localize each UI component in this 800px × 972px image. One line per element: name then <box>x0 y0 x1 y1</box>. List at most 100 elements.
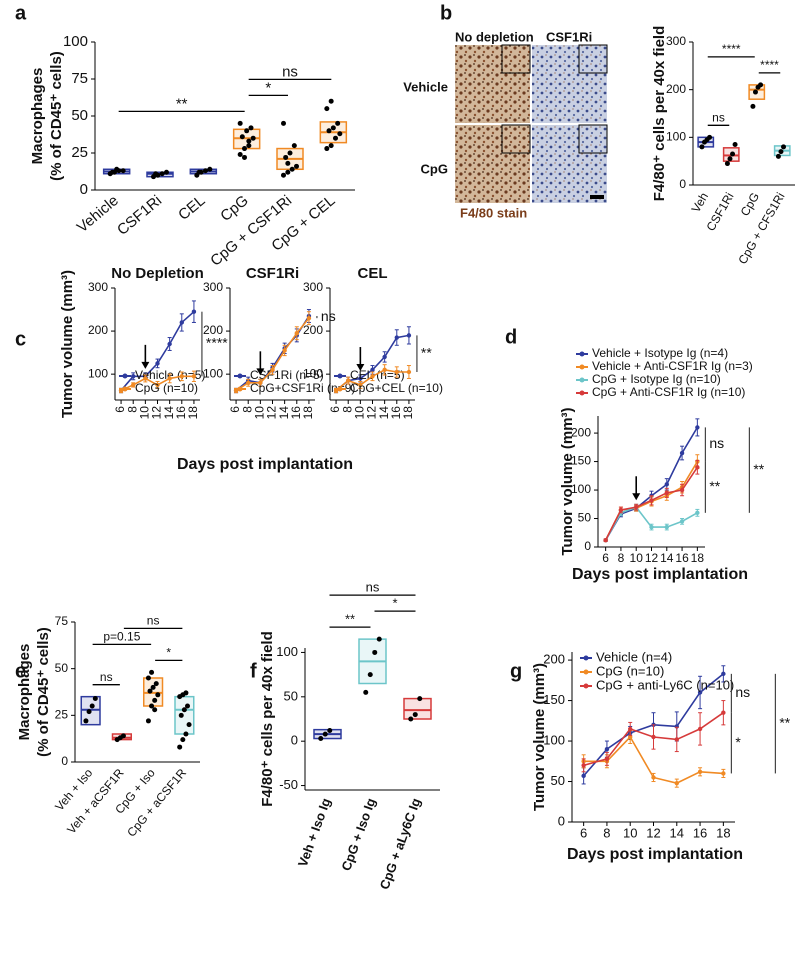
x-tick-label: 10 <box>623 825 637 840</box>
x-tick-label: 8 <box>240 406 254 413</box>
x-tick-label: 8 <box>618 551 625 565</box>
data-point <box>382 367 387 373</box>
data-point <box>649 524 654 530</box>
data-point <box>697 690 703 695</box>
micrograph: No depletion CSF1Ri Vehicle CpG F4/80 st… <box>403 2 608 220</box>
y-tick-label: 200 <box>303 323 323 337</box>
y-tick-label: 100 <box>63 33 88 50</box>
data-point <box>727 156 733 162</box>
data-point <box>92 696 98 702</box>
significance-label: ns <box>709 435 724 451</box>
data-point <box>179 374 184 379</box>
data-point <box>758 82 764 88</box>
significance-label: * <box>265 79 271 96</box>
chart-title: CSF1Ri <box>246 265 299 282</box>
y-tick-label: 100 <box>571 482 591 496</box>
data-point <box>281 120 286 126</box>
data-point <box>628 734 633 740</box>
data-point <box>724 161 730 167</box>
data-point <box>270 367 275 373</box>
data-point <box>285 169 291 175</box>
data-point <box>674 737 679 742</box>
legend-swatch <box>579 377 585 383</box>
x-tick-label: 18 <box>716 825 730 840</box>
x-tick-label: 14 <box>670 825 684 840</box>
data-point <box>114 166 120 172</box>
y-tick-label: 100 <box>303 366 323 380</box>
scale-bar <box>590 195 604 199</box>
y-tick-label: 150 <box>571 454 591 468</box>
inset <box>578 124 608 154</box>
data-point <box>327 728 333 734</box>
x-tick-label: Veh + Iso Ig <box>295 796 334 869</box>
data-point <box>679 487 685 493</box>
y-tick-label: 100 <box>543 732 565 747</box>
y-axis-label: (% of CD45⁺ cells) <box>35 627 52 757</box>
column-label: No depletion <box>455 29 534 44</box>
y-tick-label: -50 <box>279 777 298 792</box>
panel-letter: b <box>440 2 452 24</box>
data-point <box>394 369 399 375</box>
data-point <box>634 504 639 510</box>
data-point <box>326 128 332 134</box>
data-point <box>679 450 685 456</box>
legend-label: Vehicle + Isotype Ig (n=4) <box>592 346 728 360</box>
y-tick-label: 50 <box>284 688 298 703</box>
data-point <box>291 143 297 149</box>
data-point <box>183 731 189 737</box>
data-point <box>155 361 160 366</box>
significance-label: ** <box>779 714 790 730</box>
panel-letter: g <box>510 660 522 682</box>
y-tick-label: 75 <box>55 614 69 628</box>
significance-label: * <box>735 734 741 750</box>
y-tick-label: 100 <box>666 130 686 144</box>
x-tick-label: Veh <box>689 190 711 215</box>
y-tick-label: 100 <box>203 366 223 380</box>
data-point <box>155 692 161 698</box>
micrograph-tile <box>455 125 530 203</box>
data-point <box>778 149 784 155</box>
x-tick-label: 18 <box>301 406 315 420</box>
significance-label: ** <box>709 478 720 494</box>
data-point <box>324 146 330 152</box>
inset <box>578 44 608 74</box>
data-point <box>246 138 252 144</box>
inset <box>501 44 531 74</box>
data-point <box>695 510 700 516</box>
data-point <box>664 524 669 530</box>
data-point <box>181 707 187 713</box>
x-tick-label: 10 <box>630 551 644 565</box>
legend-label: CpG+CSF1Ri (n=9) <box>250 381 355 395</box>
treatment-arrowhead <box>356 364 365 372</box>
y-tick-label: 300 <box>88 280 108 294</box>
row-label: CpG <box>421 161 448 176</box>
x-tick-label: 6 <box>113 406 127 413</box>
y-tick-label: 0 <box>80 181 88 198</box>
data-point <box>649 498 654 503</box>
data-point <box>335 120 341 126</box>
x-axis-label: Days post implantation <box>572 566 748 583</box>
x-tick-label: 10 <box>253 406 267 420</box>
data-point <box>750 103 756 109</box>
x-tick-label: 12 <box>265 406 279 420</box>
panel-letter: f <box>250 660 257 682</box>
significance-label: ns <box>282 63 298 80</box>
y-axis-label: Macrophages <box>16 644 33 741</box>
data-point <box>196 169 202 175</box>
data-point <box>604 746 610 752</box>
x-tick-label: CpG <box>217 192 252 225</box>
significance-label: ns <box>712 111 725 125</box>
legend-swatch <box>579 364 585 370</box>
x-tick-label: 12 <box>645 551 659 565</box>
significance-label: ns <box>100 670 113 684</box>
data-point <box>363 689 369 695</box>
data-point <box>679 519 685 524</box>
data-point <box>149 669 155 675</box>
y-axis-label: Tumor volume (mm³) <box>559 407 576 555</box>
data-point <box>697 769 703 775</box>
data-point <box>333 135 338 141</box>
x-tick-label: 6 <box>228 406 242 413</box>
legend-label: Vehicle (n=5) <box>135 368 205 382</box>
data-point <box>167 341 172 347</box>
y-axis-label: Tumor volume (mm³) <box>531 663 548 811</box>
